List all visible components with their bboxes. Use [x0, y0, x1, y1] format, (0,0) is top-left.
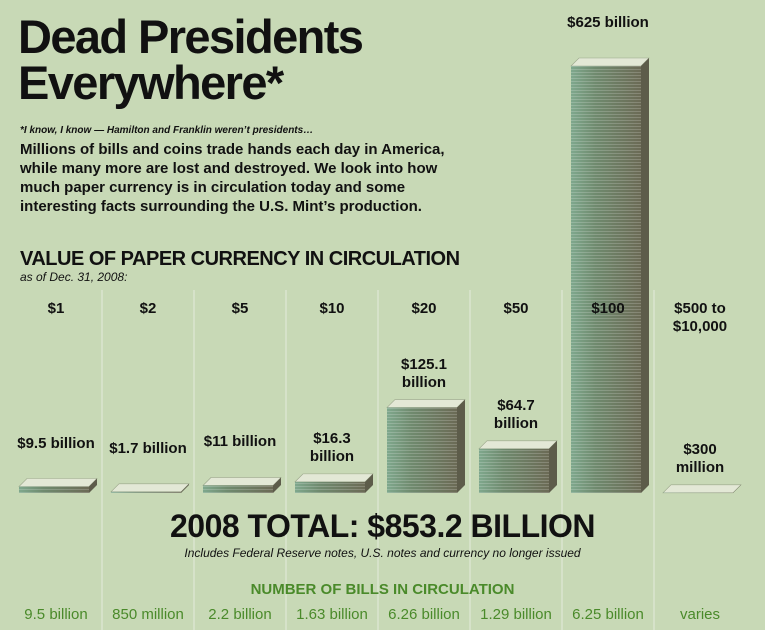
bill-count: 9.5 billion [24, 606, 88, 623]
stack-stripes [295, 481, 365, 493]
stack-side [733, 484, 741, 493]
bill-count: varies [679, 606, 720, 623]
value-label: $64.7 billion [493, 396, 539, 432]
stack-side [181, 483, 189, 493]
category-label: $50 [503, 300, 529, 317]
stack-side [273, 477, 281, 493]
bill-count: 6.26 billion [388, 606, 460, 623]
stack-top [110, 483, 190, 493]
stack-top [662, 484, 742, 494]
stack-top [570, 57, 650, 67]
category-label: $2 [139, 300, 157, 317]
bills-title: NUMBER OF BILLS IN CIRCULATION [250, 581, 515, 598]
category-label: $5 [231, 300, 249, 317]
stack-stripes [19, 486, 89, 493]
category-label: $100 [591, 300, 625, 317]
total: 2008 TOTAL: $853.2 BILLION [169, 508, 596, 544]
value-label: $300 million [675, 440, 725, 476]
stack-side [641, 58, 649, 493]
bill-count: 6.25 billion [572, 606, 644, 623]
value-label: $11 billion [203, 433, 277, 451]
bill-count: 850 million [112, 606, 184, 623]
stack-top [478, 440, 558, 450]
stack-top [386, 399, 466, 408]
value-label: $9.5 billion [17, 434, 95, 452]
category-label: $10 [319, 300, 345, 317]
category-label: $1 [47, 300, 65, 317]
as-of: as of Dec. 31, 2008: [20, 270, 128, 284]
stack-stripes [571, 66, 641, 493]
value-label: $125.1 billion [401, 355, 447, 391]
footnote: *I know, I know — Hamilton and Franklin … [20, 125, 314, 136]
bill-count: 2.2 billion [208, 606, 272, 623]
stack-side [365, 473, 373, 493]
stack-top [294, 473, 374, 483]
value-label: $1.7 billion [109, 439, 187, 457]
category-label: $20 [411, 300, 437, 317]
stack-side [89, 478, 97, 493]
stack-stripes [111, 491, 181, 493]
stack-top [202, 477, 282, 486]
stack-side [549, 440, 557, 493]
stack-side [457, 399, 465, 493]
stack-stripes [203, 485, 273, 493]
chart-subtitle: VALUE OF PAPER CURRENCY IN CIRCULATION [20, 248, 460, 270]
stack-stripes [387, 407, 457, 493]
stack-top [18, 478, 98, 487]
value-label: $625 billion [567, 14, 649, 31]
bill-count: 1.29 billion [480, 606, 552, 623]
title: Dead Presidents Everywhere* [18, 10, 364, 109]
value-label: $16.3 billion [309, 429, 355, 465]
stack-stripes [479, 448, 549, 493]
bill-count: 1.63 billion [296, 606, 368, 623]
category-label: $500 to $10,000 [672, 300, 728, 335]
intro: Millions of bills and coins trade hands … [20, 141, 445, 215]
total-note: Includes Federal Reserve notes, U.S. not… [184, 546, 581, 560]
